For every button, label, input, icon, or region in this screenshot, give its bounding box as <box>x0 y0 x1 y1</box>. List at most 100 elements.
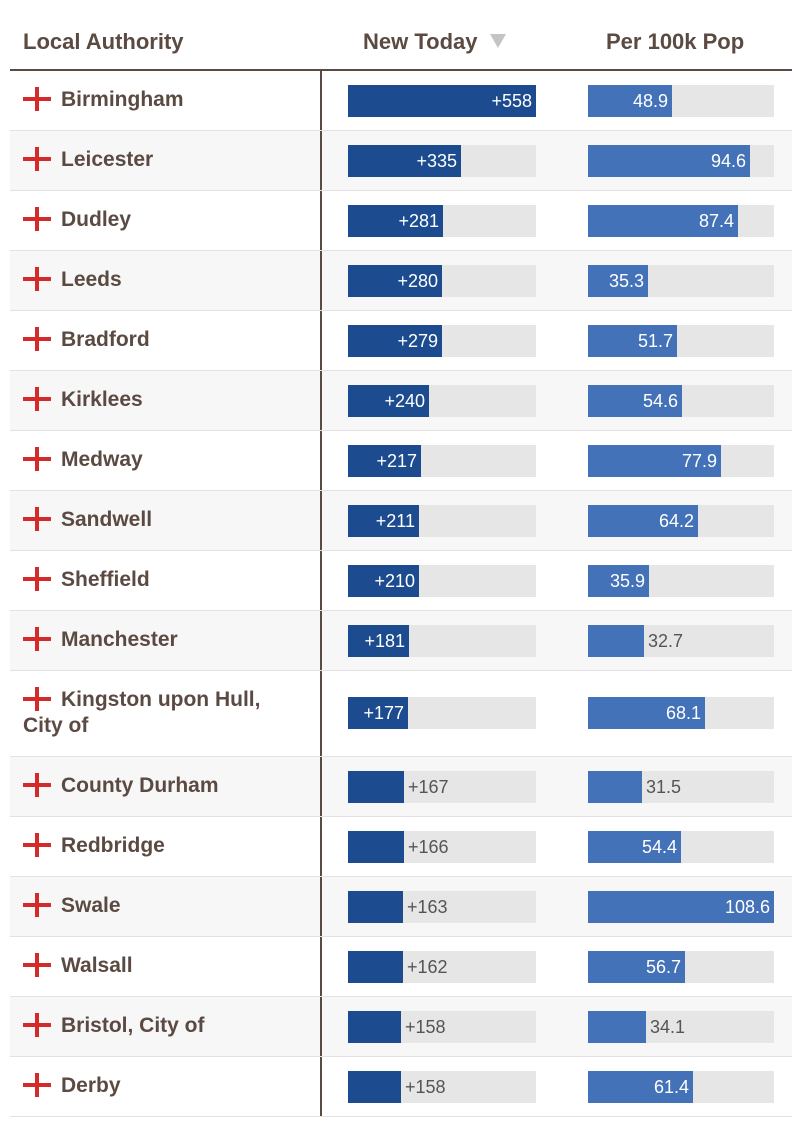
authority-name[interactable]: County Durham <box>61 773 316 799</box>
sort-descending-icon[interactable] <box>489 34 506 49</box>
england-flag-icon[interactable] <box>23 627 51 651</box>
authority-name-text: Redbridge <box>61 834 165 857</box>
england-flag-icon[interactable] <box>23 447 51 471</box>
per-100k-bar: 54.6 <box>588 385 774 417</box>
new-today-bar-fill <box>348 891 403 923</box>
england-flag-icon[interactable] <box>23 207 51 231</box>
per-100k-value: 54.4 <box>641 837 677 857</box>
column-header-new-today[interactable]: New Today <box>363 29 506 55</box>
new-today-value: +217 <box>376 451 417 471</box>
per-100k-value: 54.6 <box>642 391 678 411</box>
per-100k-bar-fill <box>588 565 649 597</box>
per-100k-bar: 87.4 <box>588 205 774 237</box>
new-today-bar: +335 <box>348 145 536 177</box>
authority-name[interactable]: Dudley <box>61 207 316 233</box>
authority-name-text: Bradford <box>61 328 150 351</box>
authority-name[interactable]: Walsall <box>61 953 316 979</box>
authority-name[interactable]: Swale <box>61 893 316 919</box>
column-divider <box>320 251 322 310</box>
new-today-value: +158 <box>405 1017 446 1037</box>
england-flag-icon[interactable] <box>23 893 51 917</box>
new-today-bar: +163 <box>348 891 536 923</box>
new-today-bar: +240 <box>348 385 536 417</box>
per-100k-bar: 108.6 <box>588 891 774 923</box>
per-100k-value: 64.2 <box>658 511 694 531</box>
per-100k-value: 51.7 <box>637 331 673 351</box>
table-row: Bristol, City of +158 34.1 <box>10 997 792 1057</box>
authority-name[interactable]: Medway <box>61 447 316 473</box>
per-100k-bar: 94.6 <box>588 145 774 177</box>
column-divider <box>320 671 322 756</box>
england-flag-icon[interactable] <box>23 1013 51 1037</box>
new-today-bar-fill <box>348 1011 401 1043</box>
table-row: Dudley +281 87.4 <box>10 191 792 251</box>
authority-name[interactable]: Leicester <box>61 147 316 173</box>
england-flag-icon[interactable] <box>23 147 51 171</box>
england-flag-icon[interactable] <box>23 567 51 591</box>
column-divider <box>320 937 322 996</box>
england-flag-icon[interactable] <box>23 327 51 351</box>
new-today-bar-fill <box>348 831 404 863</box>
per-100k-bar: 34.1 <box>588 1011 774 1043</box>
authority-name-text: Leicester <box>61 148 154 171</box>
england-flag-icon[interactable] <box>23 387 51 411</box>
authority-name-text: Swale <box>61 894 121 917</box>
column-divider <box>320 71 322 130</box>
table-row: Walsall +162 56.7 <box>10 937 792 997</box>
authority-name-text: Bristol, City of <box>61 1014 205 1037</box>
england-flag-icon[interactable] <box>23 267 51 291</box>
authority-name-text: Manchester <box>61 628 178 651</box>
authority-name[interactable]: Manchester <box>61 627 316 653</box>
england-flag-icon[interactable] <box>23 1073 51 1097</box>
authority-name[interactable]: Bristol, City of <box>61 1013 316 1039</box>
authority-name-text: Kingston upon Hull, <box>61 688 261 711</box>
authority-name[interactable]: Derby <box>61 1073 316 1099</box>
new-today-value: +162 <box>407 957 448 977</box>
england-flag-icon[interactable] <box>23 687 51 711</box>
per-100k-bar: 54.4 <box>588 831 774 863</box>
column-divider <box>320 431 322 490</box>
per-100k-value: 108.6 <box>724 897 770 917</box>
per-100k-bar-fill <box>588 951 685 983</box>
authority-name-text: Derby <box>61 1074 121 1097</box>
per-100k-bar-fill <box>588 831 681 863</box>
new-today-bar-fill <box>348 625 409 657</box>
new-today-value: +279 <box>397 331 438 351</box>
new-today-value: +335 <box>416 151 457 171</box>
table-body: Birmingham +558 48.9 Leicester +335 94.6 Dudle… <box>10 71 792 1117</box>
column-header-authority[interactable]: Local Authority <box>23 29 184 54</box>
new-today-value: +558 <box>491 91 532 111</box>
per-100k-bar: 31.5 <box>588 771 774 803</box>
authority-name-text: County Durham <box>61 774 219 797</box>
england-flag-icon[interactable] <box>23 507 51 531</box>
authority-name[interactable]: Sandwell <box>61 507 316 533</box>
authority-name[interactable]: Bradford <box>61 327 316 353</box>
authority-table: Local Authority New Today Per 100k Pop B… <box>10 10 792 1117</box>
england-flag-icon[interactable] <box>23 87 51 111</box>
england-flag-icon[interactable] <box>23 833 51 857</box>
column-divider <box>320 817 322 876</box>
new-today-bar: +162 <box>348 951 536 983</box>
authority-name[interactable]: Sheffield <box>61 567 316 593</box>
per-100k-value: 77.9 <box>681 451 717 471</box>
per-100k-bar-fill <box>588 891 774 923</box>
new-today-bar: +281 <box>348 205 536 237</box>
new-today-bar: +558 <box>348 85 536 117</box>
england-flag-icon[interactable] <box>23 953 51 977</box>
column-header-per-100k[interactable]: Per 100k Pop <box>606 29 745 54</box>
per-100k-bar-fill <box>588 325 677 357</box>
authority-name[interactable]: Kingston upon Hull, City of <box>23 687 316 739</box>
authority-name-text: Medway <box>61 448 143 471</box>
new-today-bar-fill <box>348 145 461 177</box>
england-flag-icon[interactable] <box>23 773 51 797</box>
new-today-value: +240 <box>384 391 425 411</box>
authority-name[interactable]: Kirklees <box>61 387 316 413</box>
per-100k-bar: 77.9 <box>588 445 774 477</box>
authority-name[interactable]: Birmingham <box>61 87 316 113</box>
column-header-new-today-label: New Today <box>363 29 478 54</box>
authority-name[interactable]: Redbridge <box>61 833 316 859</box>
new-today-bar-fill <box>348 445 421 477</box>
table-row: Bradford +279 51.7 <box>10 311 792 371</box>
column-divider <box>320 611 322 670</box>
authority-name[interactable]: Leeds <box>61 267 316 293</box>
